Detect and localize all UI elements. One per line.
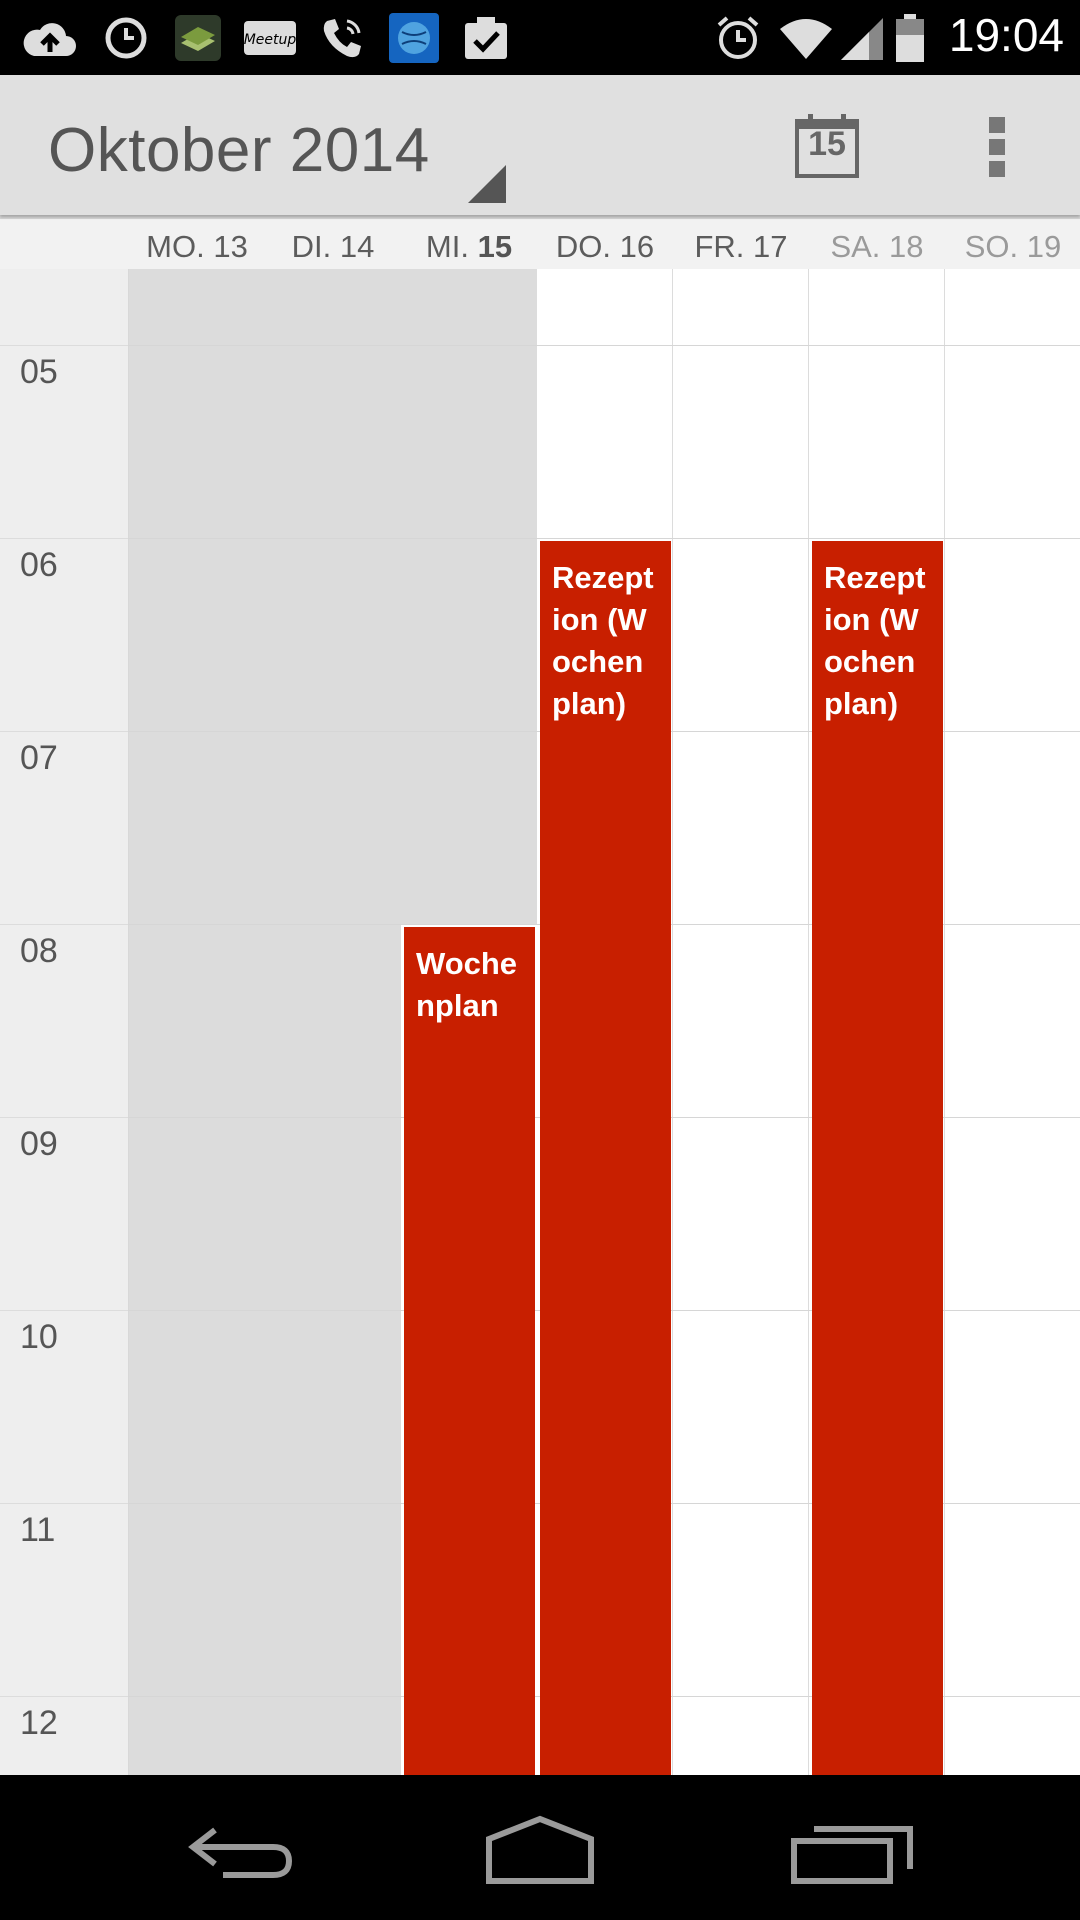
phone-call-icon — [314, 12, 370, 64]
hour-label: 08 — [20, 932, 58, 970]
hour-gridline — [0, 1503, 128, 1504]
day-header-wed-today[interactable]: MI. 15 — [425, 229, 513, 264]
hour-gridline — [0, 924, 128, 925]
calendar-today-icon — [795, 114, 859, 178]
event-rezeption-sat[interactable]: Rezeption (Wochenplan) — [812, 541, 943, 1775]
action-bar: Oktober 2014 15 — [0, 75, 1080, 215]
hour-label: 12 — [20, 1704, 58, 1742]
home-icon — [486, 1815, 594, 1884]
hour-gridline — [0, 1310, 128, 1311]
status-clock: 19:04 — [948, 9, 1064, 61]
hour-gridline — [0, 1696, 128, 1697]
hour-gridline — [128, 345, 1080, 346]
hour-label: 10 — [20, 1318, 58, 1356]
status-bar: Meetup 19:04 — [0, 0, 1080, 75]
clock-icon — [98, 12, 154, 64]
day-column-tue[interactable] — [265, 269, 401, 1775]
hour-gridline — [0, 731, 128, 732]
day-column-mon[interactable] — [129, 269, 265, 1775]
hour-label: 07 — [20, 739, 58, 777]
day-header-sat[interactable]: SA. 18 — [830, 229, 924, 264]
meetup-icon-text: Meetup — [244, 32, 297, 48]
hour-label: 05 — [20, 353, 58, 391]
hour-gridline — [0, 538, 128, 539]
day-header-tue[interactable]: DI. 14 — [291, 229, 375, 264]
recent-apps-icon — [791, 1826, 913, 1884]
day-column-wed[interactable] — [401, 269, 537, 925]
overflow-dot-icon — [989, 161, 1005, 177]
overflow-dot-icon — [989, 117, 1005, 133]
battery-icon — [882, 12, 938, 64]
hour-gridline — [0, 345, 128, 346]
today-number: 15 — [808, 125, 846, 163]
month-title[interactable]: Oktober 2014 — [48, 116, 430, 185]
day-header-mon[interactable]: MO. 13 — [146, 229, 248, 264]
recent-apps-button[interactable] — [780, 1805, 930, 1895]
globe-app-icon — [386, 12, 442, 64]
hour-label: 09 — [20, 1125, 58, 1163]
back-button[interactable] — [165, 1805, 315, 1895]
day-column-fri[interactable] — [673, 269, 809, 1775]
wifi-icon — [778, 12, 834, 64]
day-header-sun[interactable]: SO. 19 — [964, 229, 1062, 264]
hour-gridline — [128, 538, 1080, 539]
week-day-header: MO. 13 DI. 14 MI. 15 DO. 16 FR. 17 SA. 1… — [0, 215, 1080, 269]
overflow-menu-button[interactable] — [975, 115, 1019, 179]
home-button[interactable] — [465, 1805, 615, 1895]
today-button[interactable]: 15 — [794, 113, 860, 179]
cloud-upload-icon — [22, 12, 78, 64]
hour-label: 11 — [20, 1511, 56, 1549]
hour-gridline — [0, 1117, 128, 1118]
overflow-dot-icon — [989, 139, 1005, 155]
hour-label: 06 — [20, 546, 58, 584]
week-grid[interactable]: 05 06 07 08 09 10 11 12 Wochenp — [0, 269, 1080, 1775]
meetup-icon: Meetup — [242, 12, 298, 64]
clipboard-check-icon — [458, 12, 514, 64]
hour-column: 05 06 07 08 09 10 11 12 — [0, 269, 129, 1775]
alarm-icon — [710, 12, 766, 64]
event-wochenplan[interactable]: Wochenplan — [404, 927, 535, 1775]
book-app-icon — [170, 12, 226, 64]
day-column-sun[interactable] — [945, 269, 1080, 1775]
event-rezeption-thu[interactable]: Rezeption (Wochenplan) — [540, 541, 671, 1775]
dropdown-arrow-icon[interactable] — [468, 165, 506, 203]
back-icon — [188, 1827, 293, 1878]
signal-icon — [834, 12, 890, 64]
day-header-thu[interactable]: DO. 16 — [555, 229, 655, 264]
day-header-fri[interactable]: FR. 17 — [694, 229, 788, 264]
navigation-bar — [0, 1775, 1080, 1920]
